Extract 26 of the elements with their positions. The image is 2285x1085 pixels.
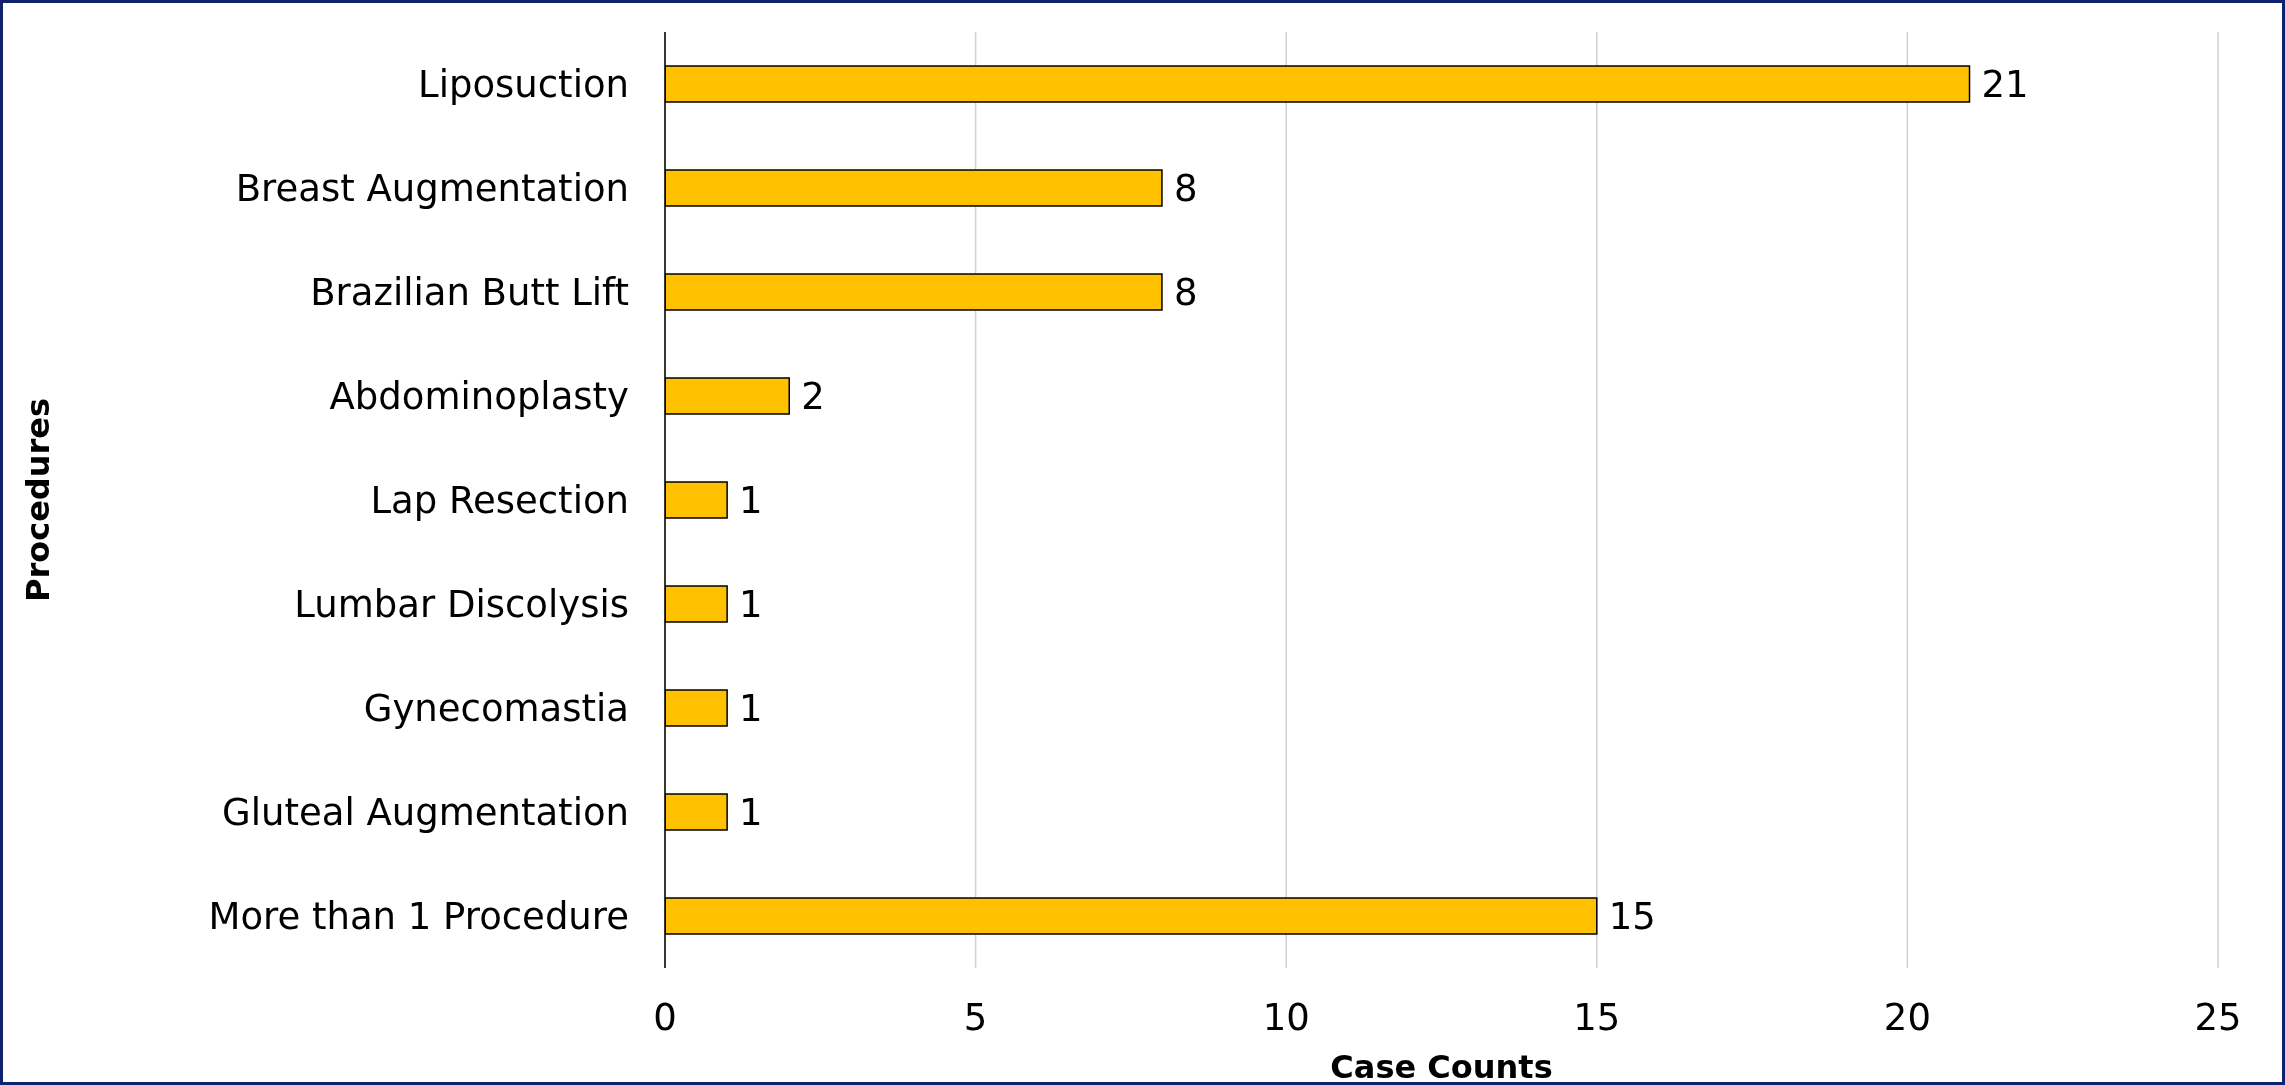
x-axis-title: Case Counts <box>1330 1048 1553 1085</box>
y-tick-label: Brazilian Butt Lift <box>310 271 629 315</box>
data-label: 1 <box>739 791 763 835</box>
y-axis-title: Procedures <box>19 397 58 603</box>
y-tick-label: Lumbar Discolysis <box>294 583 629 627</box>
data-label: 1 <box>739 687 763 731</box>
y-tick-label: More than 1 Procedure <box>208 895 629 939</box>
x-tick-label: 20 <box>1883 996 1931 1040</box>
data-label: 1 <box>739 583 763 627</box>
y-tick-label: Gynecomastia <box>363 687 629 731</box>
y-tick-label: Gluteal Augmentation <box>222 791 629 835</box>
data-label: 2 <box>801 375 825 419</box>
x-tick-label: 15 <box>1573 996 1621 1040</box>
x-tick-label: 25 <box>2194 996 2242 1040</box>
data-label: 21 <box>1981 63 2029 107</box>
data-label: 8 <box>1173 167 1198 211</box>
y-tick-label: Abdominoplasty <box>329 375 629 419</box>
y-tick-label: Lap Resection <box>370 479 629 523</box>
y-tick-label: Liposuction <box>418 63 629 107</box>
x-tick-label: 0 <box>653 996 677 1040</box>
x-tick-label: 10 <box>1262 996 1310 1040</box>
x-tick-label: 5 <box>963 996 988 1040</box>
data-label: 15 <box>1608 895 1656 939</box>
y-tick-label: Breast Augmentation <box>235 167 629 211</box>
data-label: 8 <box>1173 271 1198 315</box>
data-label: 1 <box>739 479 763 523</box>
